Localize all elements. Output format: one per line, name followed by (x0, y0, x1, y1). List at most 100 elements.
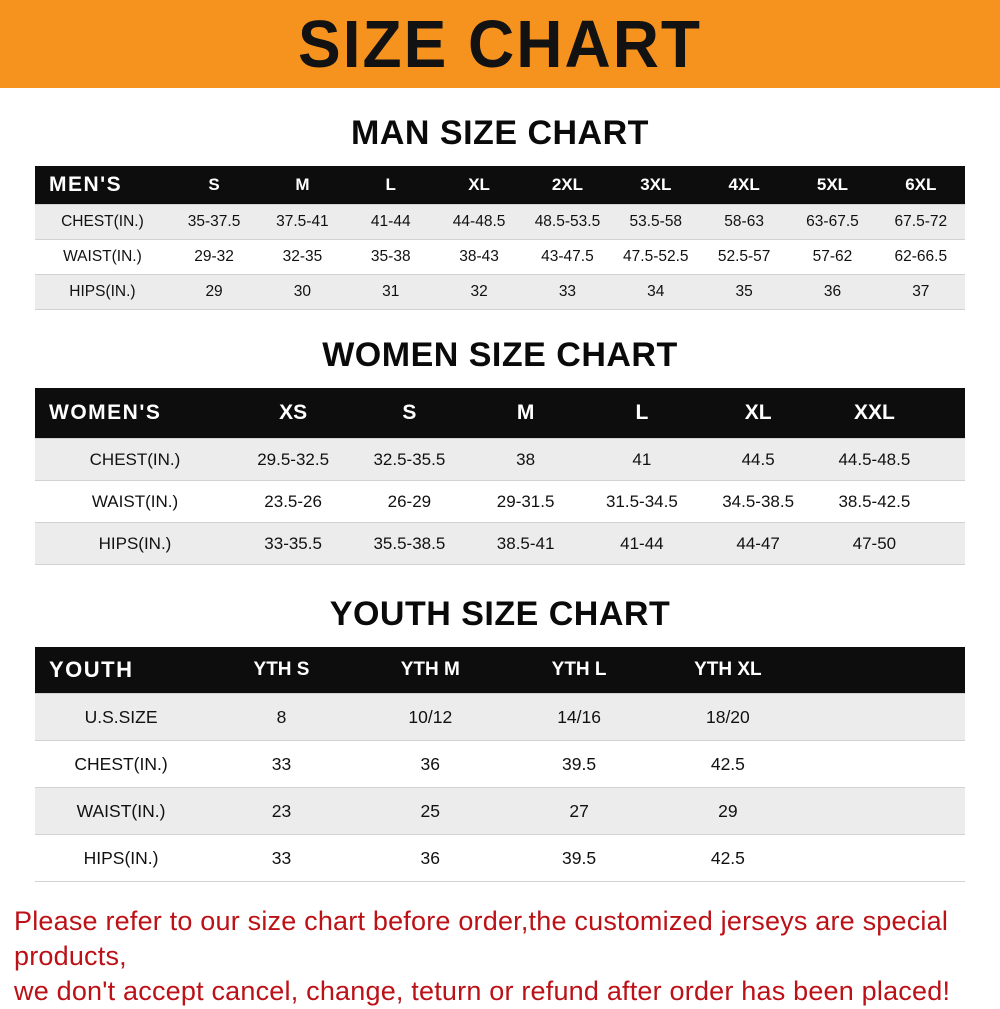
measurement-value-cell: 41-44 (346, 204, 435, 240)
measurement-label-cell: WAIST(IN.) (35, 787, 208, 835)
table-title-cell: YOUTH (35, 647, 208, 694)
measurement-value-cell: 58-63 (699, 204, 789, 240)
measurement-value-cell: 38-43 (434, 239, 524, 275)
measurement-value-cell: 36 (355, 834, 505, 882)
women-size-section: WOMEN SIZE CHART WOMEN'S XS S M L XL XXL CHEST(… (0, 336, 1000, 565)
measurement-value-cell: 33-35.5 (235, 522, 352, 565)
measurement-value-cell: 29 (169, 274, 259, 310)
youth-size-table: YOUTH YTH S YTH M YTH L YTH XL U.S.SIZE 8 10/12… (35, 647, 965, 882)
measurement-value-cell: 26-29 (351, 480, 468, 523)
size-column-header: L (346, 166, 435, 205)
disclaimer-line-1: Please refer to our size chart before or… (14, 906, 949, 972)
row-spacer (802, 787, 965, 835)
measurement-value-cell: 67.5-72 (876, 204, 965, 240)
header-spacer (932, 388, 965, 439)
measurement-label-cell: HIPS(IN.) (35, 834, 208, 882)
measurement-value-cell: 29-32 (169, 239, 259, 275)
women-size-heading: WOMEN SIZE CHART (322, 336, 678, 374)
row-spacer (932, 522, 965, 565)
size-column-header: 4XL (699, 166, 789, 205)
measurement-label-cell: CHEST(IN.) (35, 204, 170, 240)
measurement-value-cell: 31 (346, 274, 435, 310)
measurement-value-cell: 29.5-32.5 (235, 438, 352, 481)
size-column-header: S (169, 166, 259, 205)
table-row: CHEST(IN.) 33 36 39.5 42.5 (35, 740, 965, 788)
measurement-label-cell: WAIST(IN.) (35, 480, 235, 523)
measurement-value-cell: 41-44 (583, 522, 700, 565)
row-spacer (802, 693, 965, 741)
measurement-value-cell: 42.5 (653, 740, 803, 788)
measurement-value-cell: 31.5-34.5 (583, 480, 700, 523)
measurement-value-cell: 39.5 (504, 740, 654, 788)
size-column-header: YTH S (207, 647, 356, 694)
size-column-header: XL (700, 388, 817, 439)
row-spacer (932, 480, 965, 523)
women-size-table: WOMEN'S XS S M L XL XXL CHEST(IN.) 29.5-32.5 32.5… (35, 388, 965, 565)
measurement-value-cell: 42.5 (653, 834, 803, 882)
size-column-header: XS (235, 388, 352, 439)
measurement-value-cell: 18/20 (653, 693, 803, 741)
measurement-label-cell: HIPS(IN.) (35, 522, 235, 565)
measurement-value-cell: 8 (207, 693, 356, 741)
measurement-label-cell: HIPS(IN.) (35, 274, 170, 310)
man-size-section: MAN SIZE CHART MEN'S S M L XL 2XL 3XL 4XL 5XL 6XL… (0, 114, 1000, 310)
measurement-value-cell: 32 (434, 274, 524, 310)
table-row: WAIST(IN.) 23.5-26 26-29 29-31.5 31.5-34.5 34… (35, 480, 965, 523)
measurement-value-cell: 29-31.5 (467, 480, 584, 523)
size-column-header: 2XL (523, 166, 612, 205)
measurement-value-cell: 14/16 (504, 693, 654, 741)
measurement-value-cell: 35 (699, 274, 789, 310)
measurement-value-cell: 10/12 (355, 693, 505, 741)
measurement-value-cell: 29 (653, 787, 803, 835)
measurement-value-cell: 44.5 (700, 438, 817, 481)
measurement-value-cell: 48.5-53.5 (523, 204, 612, 240)
measurement-value-cell: 39.5 (504, 834, 654, 882)
table-title-cell: MEN'S (35, 166, 170, 205)
size-column-header: 5XL (788, 166, 877, 205)
header-spacer (802, 647, 965, 694)
man-size-table: MEN'S S M L XL 2XL 3XL 4XL 5XL 6XL CHEST(IN.) 35-37… (35, 166, 965, 310)
youth-size-section: YOUTH SIZE CHART YOUTH YTH S YTH M YTH L YTH… (0, 595, 1000, 882)
size-column-header: XXL (816, 388, 933, 439)
measurement-value-cell: 47-50 (816, 522, 933, 565)
title-banner: SIZE CHART (0, 0, 1000, 88)
measurement-value-cell: 23 (207, 787, 356, 835)
measurement-value-cell: 33 (523, 274, 612, 310)
table-row: HIPS(IN.) 33 36 39.5 42.5 (35, 834, 965, 882)
measurement-value-cell: 43-47.5 (523, 239, 612, 275)
measurement-value-cell: 32.5-35.5 (351, 438, 468, 481)
measurement-value-cell: 44-47 (700, 522, 817, 565)
table-row: WAIST(IN.) 29-32 32-35 35-38 38-43 43-47.5 47.… (35, 239, 965, 275)
measurement-label-cell: CHEST(IN.) (35, 740, 208, 788)
size-column-header: XL (434, 166, 524, 205)
table-header-row: YOUTH YTH S YTH M YTH L YTH XL (35, 647, 965, 694)
measurement-value-cell: 36 (355, 740, 505, 788)
measurement-value-cell: 37 (876, 274, 965, 310)
measurement-label-cell: U.S.SIZE (35, 693, 208, 741)
table-row: HIPS(IN.) 33-35.5 35.5-38.5 38.5-41 41-44 44-… (35, 522, 965, 565)
youth-size-heading: YOUTH SIZE CHART (329, 595, 671, 633)
measurement-value-cell: 41 (583, 438, 700, 481)
measurement-value-cell: 27 (504, 787, 654, 835)
table-row: WAIST(IN.) 23 25 27 29 (35, 787, 965, 835)
measurement-value-cell: 57-62 (788, 239, 877, 275)
measurement-value-cell: 32-35 (258, 239, 347, 275)
measurement-value-cell: 25 (355, 787, 505, 835)
table-row: U.S.SIZE 8 10/12 14/16 18/20 (35, 693, 965, 741)
size-column-header: 6XL (876, 166, 965, 205)
measurement-value-cell: 62-66.5 (876, 239, 965, 275)
page-title: SIZE CHART (298, 6, 702, 82)
table-row: CHEST(IN.) 35-37.5 37.5-41 41-44 44-48.5 48.5… (35, 204, 965, 240)
size-column-header: 3XL (611, 166, 700, 205)
table-header-row: WOMEN'S XS S M L XL XXL (35, 388, 965, 439)
row-spacer (802, 834, 965, 882)
size-column-header: M (467, 388, 584, 439)
measurement-value-cell: 63-67.5 (788, 204, 877, 240)
measurement-value-cell: 33 (207, 740, 356, 788)
size-column-header: M (258, 166, 347, 205)
measurement-value-cell: 38.5-41 (467, 522, 584, 565)
measurement-value-cell: 44-48.5 (434, 204, 524, 240)
measurement-value-cell: 38.5-42.5 (816, 480, 933, 523)
table-header-row: MEN'S S M L XL 2XL 3XL 4XL 5XL 6XL (35, 166, 965, 205)
row-spacer (932, 438, 965, 481)
